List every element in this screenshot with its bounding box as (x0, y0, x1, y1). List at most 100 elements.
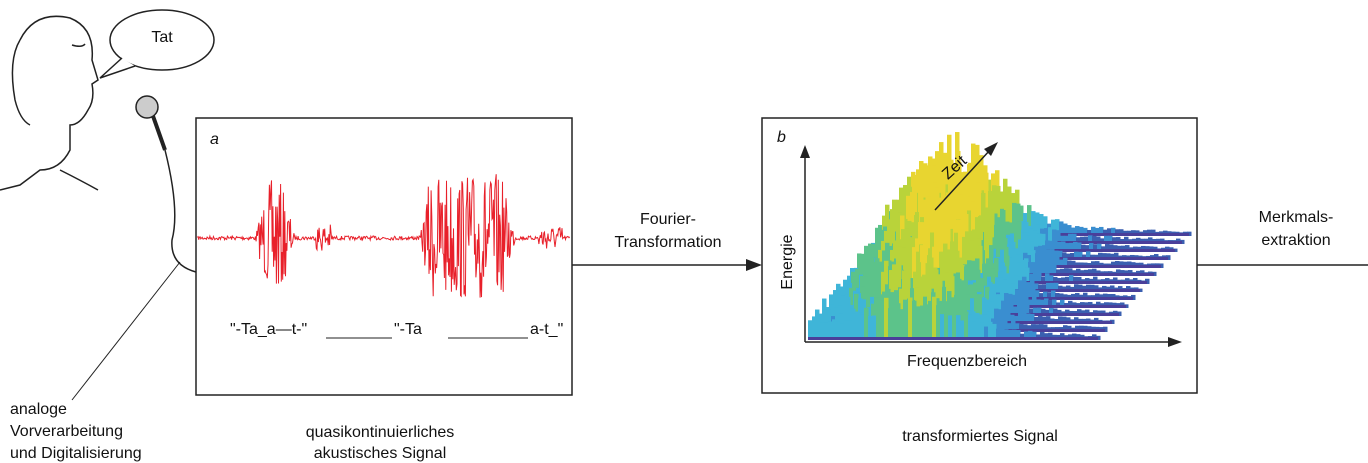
spectrum-cell (988, 321, 993, 340)
spectrum-cell (971, 311, 976, 332)
spectrum-cell (1048, 300, 1053, 308)
spectrum-cell (1059, 221, 1064, 236)
spectrum-cell (994, 308, 999, 324)
spectrum-cell (1056, 269, 1061, 276)
spectrum-cell (1028, 299, 1033, 308)
spectrum-cell (1187, 231, 1192, 236)
spectrum-cell (1024, 331, 1029, 340)
spectrum-cell (1034, 283, 1039, 292)
spectrum-cell (849, 287, 854, 316)
spectrum-cell (996, 235, 1001, 276)
spectrum-cell (1010, 314, 1015, 324)
spectrum-cell (1032, 331, 1037, 340)
spectrum-cell (892, 310, 897, 340)
spectrum-cell (1061, 241, 1066, 252)
step-label: Merkmals- (1259, 209, 1334, 226)
spectrum-cell (1022, 312, 1027, 324)
spectrum-cell (1035, 212, 1040, 236)
spectrum-cell (994, 257, 999, 292)
spectrum-cell (1010, 272, 1015, 292)
spectrum-cell (1002, 312, 1007, 324)
spectrogram (808, 132, 1192, 340)
spectrum-cell (980, 322, 985, 340)
spectrum-cell (1065, 309, 1070, 316)
spectrum-cell (1105, 244, 1110, 252)
spectrum-cell (1115, 229, 1120, 236)
spectrum-cell (1102, 253, 1107, 260)
arrow-head (800, 145, 810, 158)
spectrum-cell (1095, 227, 1100, 236)
spectrum-cell (1014, 275, 1019, 292)
spectrum-cell (820, 322, 825, 340)
spectrum-cell (832, 319, 837, 340)
bubble-text: Tat (151, 29, 173, 46)
spectrum-cell (1110, 319, 1115, 324)
spectrum-cell (1116, 269, 1121, 276)
spectrum-cell (1075, 325, 1080, 332)
spectrum-cell (1127, 261, 1132, 268)
spectrum-cell (896, 303, 901, 340)
spectrum-base (808, 337, 1098, 340)
spectrum-cell (1078, 284, 1083, 292)
spectrum-cell (1124, 236, 1129, 244)
spectrum-cell (1148, 237, 1153, 244)
spectrum-cell (855, 269, 860, 300)
spectrum-cell (1141, 245, 1146, 252)
spectrum-cell (1001, 300, 1006, 316)
spectrum-cell (1067, 325, 1072, 332)
spectrum-cell (888, 308, 893, 340)
spectrum-cell (1093, 276, 1098, 284)
spectrum-cell (906, 268, 911, 324)
spectrum-cell (1037, 233, 1042, 252)
spectrum-cell (1028, 262, 1033, 276)
spectrum-cell (940, 314, 945, 340)
spectrum-cell (1087, 229, 1092, 236)
spectrum-cell (983, 263, 988, 300)
spectrum-cell (920, 305, 925, 340)
spectrum-cell (1075, 226, 1080, 236)
spectrum-cell (876, 301, 881, 340)
spectrum-cell (996, 328, 1001, 340)
spectrum-cell (1042, 316, 1047, 324)
spectrum-cell (934, 269, 939, 324)
spectrum-cell (1047, 256, 1052, 268)
spectrum-cell (1012, 248, 1017, 276)
spectrum-cell (947, 291, 952, 332)
spectrum-cell (1029, 273, 1034, 284)
spectrum-cell (833, 290, 838, 316)
spectrum-cell (1059, 259, 1064, 268)
spectrum-cell (1083, 227, 1088, 236)
spectrum-cell (1082, 285, 1087, 292)
spectrum-cell (944, 302, 949, 340)
spectrum-cell (1063, 325, 1068, 332)
spectrum-cell (864, 307, 869, 340)
spectrum-cell (1103, 293, 1108, 300)
spectrum-cell (1112, 237, 1117, 244)
spectrum-cell (815, 309, 820, 332)
spectrum-cell (1077, 309, 1082, 316)
preprocessing-label: Vorverarbeitung (10, 423, 123, 440)
spectrum-cell (1090, 284, 1095, 292)
spectrum-cell (1085, 245, 1090, 252)
spectrum-cell (1011, 283, 1016, 300)
spectrum-cell (1039, 293, 1044, 300)
axis (934, 149, 991, 211)
spectrum-cell (1043, 216, 1048, 236)
spectrum-cell (836, 321, 841, 340)
spectrum-cell (948, 315, 953, 340)
spectrum-cell (1032, 217, 1037, 244)
spectrum-cell (1083, 325, 1088, 332)
spectrum-cell (1019, 246, 1024, 268)
speech-bubble (109, 9, 215, 71)
spectrum-cell (1071, 293, 1076, 300)
spectrum-cell (982, 297, 987, 324)
spectrum-cell (1084, 236, 1089, 244)
step-label: Fourier- (640, 211, 696, 228)
spectrum-cell (812, 316, 817, 340)
spectrum-cell (1064, 268, 1069, 276)
waveform (197, 174, 571, 298)
spectrum-cell (1089, 243, 1094, 252)
spectrum-cell (1051, 256, 1056, 268)
spectrum-cell (990, 301, 995, 324)
